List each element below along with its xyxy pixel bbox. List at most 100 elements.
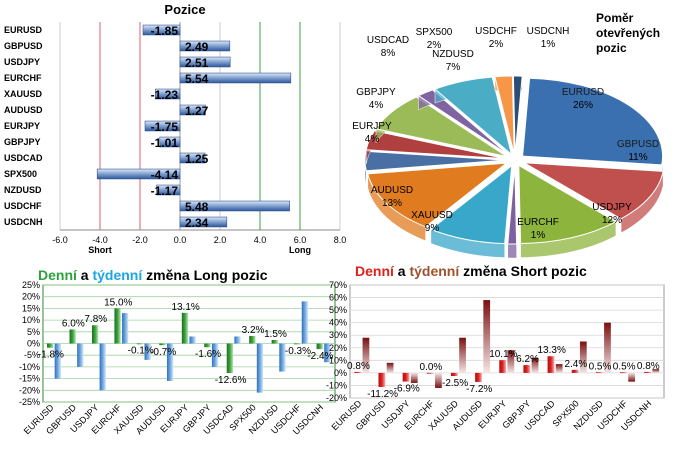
bar-weekly-eurusd	[54, 343, 61, 379]
data-label: 6.2%	[516, 354, 539, 365]
marker-short-label: Short	[88, 245, 112, 255]
bar-daily-usdcnh	[316, 343, 323, 350]
bar-daily-gbpusd	[378, 372, 386, 387]
y-tick-label: 0%	[334, 368, 347, 378]
x-tick-label: 0.0	[174, 235, 187, 245]
open-positions-pie: EURUSD 26% GBPUSD 11% USDJPY 12% EURCHF 1% XAUUS…	[352, 11, 664, 259]
data-label: -2.5%	[442, 378, 468, 389]
title-weekly: týdenní	[409, 263, 460, 279]
pie-slice-xauusd	[429, 164, 513, 245]
pie-percent-label: 2%	[489, 39, 504, 50]
bar-usdcnh	[179, 216, 228, 228]
bar-daily-nzdusd	[271, 339, 278, 344]
bar-weekly-gbpjpy	[531, 357, 539, 373]
bar-weekly-gbpusd	[77, 343, 84, 367]
y-tick-label: 10%	[329, 355, 347, 365]
pie-slice-gbpusd	[523, 162, 664, 220]
bar-eurjpy	[144, 120, 181, 132]
long-change-chart: Denní a týdenní změna Long pozic -1.8% 6.…	[19, 267, 336, 437]
bar-daily-usdcad	[547, 356, 555, 373]
pie-title-line: Poměr	[596, 11, 634, 25]
y-tick-label: -20%	[326, 393, 347, 403]
bar-weekly-xauusd	[144, 343, 151, 360]
bar-daily-gbpjpy	[204, 343, 211, 348]
category-label: EURJPY	[4, 121, 40, 131]
y-tick-label: 10%	[22, 315, 40, 325]
title-and: a	[77, 267, 93, 283]
data-label: 6.0%	[62, 318, 85, 329]
pie-percent-label: 12%	[602, 215, 622, 226]
title-and: a	[394, 263, 410, 279]
bar-daily-usdcad	[226, 343, 234, 373]
data-label: -0.1%	[128, 346, 154, 357]
data-label: -7.2%	[466, 384, 492, 395]
title-daily: Denní	[38, 267, 78, 283]
data-label: 2.4%	[564, 359, 587, 370]
pie-label: SPX500	[416, 27, 453, 38]
data-label: 13.1%	[171, 302, 199, 313]
y-tick-label: 20%	[22, 292, 40, 302]
data-label: 3.2%	[242, 325, 265, 336]
bar-daily-eurusd	[47, 343, 54, 348]
bar-weekly-eurjpy	[507, 350, 515, 373]
bar-daily-xauusd	[136, 343, 144, 345]
y-tick-label: 5%	[27, 327, 40, 337]
bar-audusd	[179, 104, 206, 116]
pie-slice-usdcnh	[512, 75, 523, 155]
bar-weekly-eurchf	[122, 313, 129, 344]
x-tick-label: 6.0	[294, 235, 307, 245]
title-weekly: týdenní	[92, 267, 143, 283]
category-label: USDCNH	[4, 217, 43, 227]
y-tick-label: 60%	[329, 293, 347, 303]
bar-daily-xauusd	[450, 372, 458, 377]
bar-daily-eurusd	[354, 371, 362, 373]
data-label: -1.8%	[38, 350, 64, 361]
pie-percent-label: 11%	[628, 152, 647, 163]
x-tick-label: 4.0	[254, 235, 267, 245]
pie-label: EURJPY	[352, 121, 392, 132]
bar-weekly-spx500	[256, 343, 264, 393]
pie-label: USDCAD	[367, 35, 409, 46]
bar-weekly-usdjpy	[410, 372, 418, 383]
category-label: USDCHF	[4, 201, 42, 211]
bar-daily-usdchf	[620, 372, 627, 374]
bar-nzdusd	[156, 184, 181, 196]
pie-percent-label: 13%	[382, 198, 402, 209]
pie-label: EURUSD	[562, 87, 604, 98]
pie-label: USDJPY	[592, 202, 632, 213]
pie-label: GBPUSD	[617, 139, 659, 150]
y-tick-label: -5%	[24, 350, 40, 360]
category-label: GBPJPY	[4, 137, 41, 147]
pie-label: AUDUSD	[371, 185, 413, 196]
y-tick-label: 20%	[329, 343, 347, 353]
y-tick-label: 0%	[27, 339, 40, 349]
bar-daily-usdjpy	[91, 325, 99, 344]
bar-daily-audusd	[159, 343, 166, 346]
y-tick-label: -20%	[19, 385, 40, 395]
data-label: 0.8%	[347, 361, 370, 372]
bar-daily-nzdusd	[595, 372, 603, 374]
bar-weekly-nzdusd	[279, 343, 286, 372]
bar-daily-spx500	[249, 336, 256, 344]
data-label: -0.3%	[285, 346, 311, 357]
bar-daily-eurchf	[114, 308, 121, 344]
pie-title-line: otevřených	[596, 26, 660, 40]
y-tick-label: 15%	[22, 303, 40, 313]
bar-daily-gbpjpy	[523, 365, 531, 373]
value-label: 5.54	[185, 72, 209, 86]
bar-weekly-usdcnh	[324, 343, 331, 363]
bar-weekly-eurusd	[362, 337, 370, 373]
y-tick-label: 30%	[329, 330, 347, 340]
bar-daily-usdcnh	[644, 371, 651, 373]
category-label: USDCAD	[4, 153, 43, 163]
pie-label: NZDUSD	[432, 49, 474, 60]
pie-slice-eurusd	[522, 77, 664, 166]
data-label: 7.8%	[84, 314, 107, 325]
bar-usdchf	[179, 200, 290, 212]
bar-daily-eurjpy	[499, 360, 507, 373]
pie-percent-label: 4%	[369, 100, 384, 111]
category-label: NZDUSD	[4, 185, 42, 195]
value-label: 2.34	[185, 216, 209, 230]
data-label: -6.9%	[394, 384, 420, 395]
pie-percent-label: 7%	[446, 62, 461, 73]
